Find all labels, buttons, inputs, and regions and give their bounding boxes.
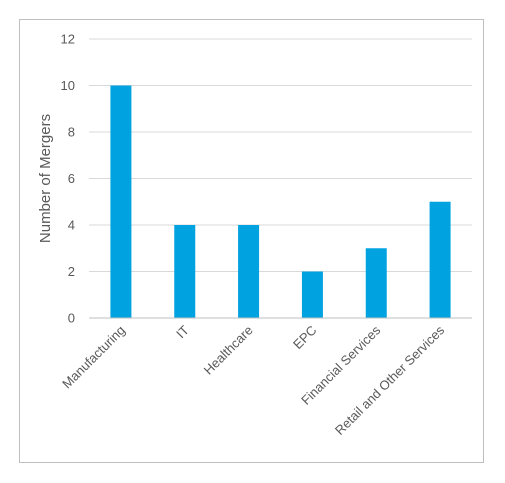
x-tick-label: IT — [173, 322, 192, 341]
x-tick-label: Manufacturing — [59, 323, 128, 392]
bar-manufacturing — [110, 85, 132, 318]
y-tick-label: 2 — [68, 264, 75, 279]
bar-epc — [301, 271, 323, 318]
bars — [110, 85, 451, 318]
bar-financial-services — [365, 248, 387, 318]
bar-it — [174, 225, 196, 318]
y-tick-labels: 0 2 4 6 8 10 12 — [61, 32, 75, 326]
y-tick-label: 8 — [68, 125, 75, 140]
x-tick-label: Healthcare — [201, 323, 256, 378]
y-tick-label: 4 — [68, 218, 75, 233]
y-tick-label: 12 — [61, 32, 75, 47]
y-tick-label: 6 — [68, 171, 75, 186]
x-tick-label: EPC — [290, 323, 320, 353]
gridlines — [89, 38, 472, 272]
bar-healthcare — [238, 225, 260, 318]
y-tick-label: 0 — [68, 311, 75, 326]
x-tick-label: Retail and Other Services — [332, 322, 448, 438]
y-axis-title: Number of Mergers — [37, 114, 54, 243]
bar-retail-and-other-services — [429, 201, 451, 318]
y-tick-label: 10 — [61, 78, 75, 93]
